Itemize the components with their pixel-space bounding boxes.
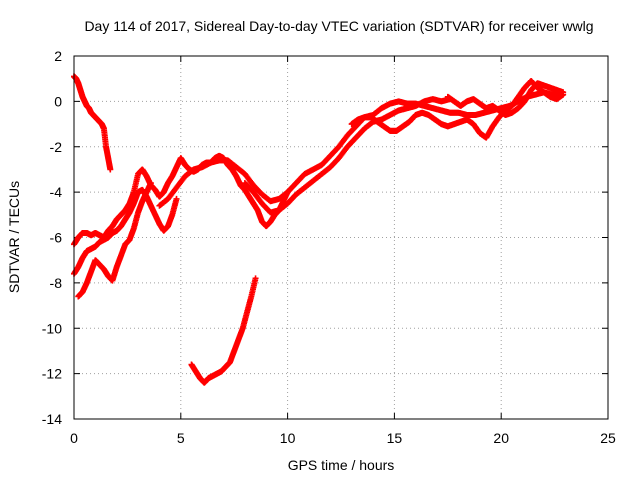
x-tick-label: 15	[387, 430, 403, 446]
plot-frame	[73, 55, 609, 420]
y-tick-label: -10	[42, 320, 62, 336]
y-tick-label: 2	[54, 48, 62, 64]
y-tick-label: -12	[42, 366, 62, 382]
data-point-track-9	[252, 275, 259, 282]
data-point-track-3	[173, 195, 180, 202]
data-point-track-1	[107, 166, 114, 173]
x-tick-label: 5	[177, 430, 185, 446]
y-axis-label: SDTVAR / TECUs	[6, 181, 22, 293]
x-tick-label: 0	[70, 430, 78, 446]
y-tick-label: -8	[50, 275, 63, 291]
data-point-track-8	[560, 89, 567, 96]
grid-lines	[74, 56, 608, 419]
y-tick-label: -14	[42, 411, 62, 427]
chart-title: Day 114 of 2017, Sidereal Day-to-day VTE…	[84, 18, 593, 34]
y-tick-label: 0	[54, 93, 62, 109]
axis-ticks: 0 5 10 15 20 25 -14 -12 -10 -8 -6 -4 -2 0 2	[42, 48, 616, 446]
data-point-track-4	[147, 180, 154, 187]
x-tick-label: 20	[493, 430, 509, 446]
x-tick-label: 10	[280, 430, 296, 446]
data-points	[71, 73, 567, 386]
x-tick-label: 25	[600, 430, 616, 446]
y-tick-label: -4	[50, 184, 63, 200]
y-tick-label: -2	[50, 139, 63, 155]
y-tick-label: -6	[50, 230, 63, 246]
x-axis-label: GPS time / hours	[288, 457, 395, 473]
